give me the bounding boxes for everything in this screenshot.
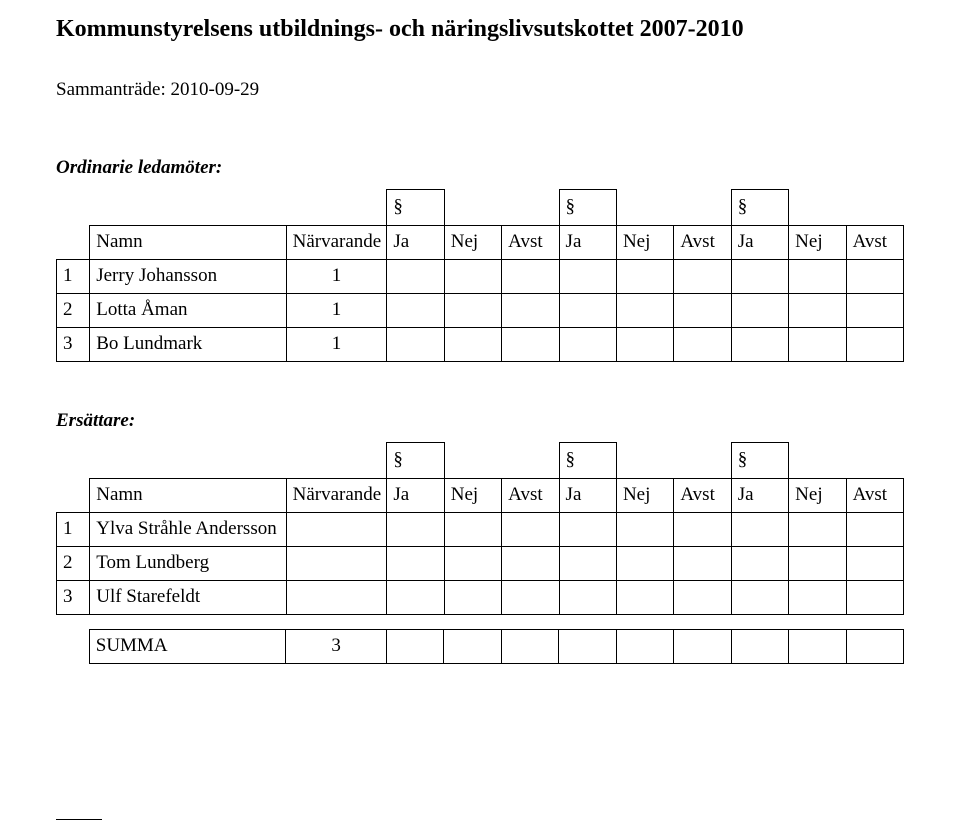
col-nej: Nej bbox=[789, 226, 846, 260]
col-nej: Nej bbox=[444, 226, 501, 260]
col-nej: Nej bbox=[444, 479, 501, 513]
substitutes-table: § § § Namn Närvarande Ja Nej Avst Ja Nej… bbox=[56, 442, 904, 615]
summary-table: SUMMA 3 bbox=[56, 629, 904, 664]
col-ja: Ja bbox=[387, 479, 444, 513]
row-present bbox=[286, 547, 387, 581]
col-nej: Nej bbox=[616, 226, 673, 260]
row-num: 2 bbox=[57, 547, 90, 581]
col-name: Namn bbox=[90, 226, 286, 260]
table-row: 1 Ylva Stråhle Andersson bbox=[57, 513, 904, 547]
page-title: Kommunstyrelsens utbildnings- och näring… bbox=[56, 16, 904, 43]
section-mark: § bbox=[559, 190, 616, 226]
meeting-date: 2010-09-29 bbox=[171, 79, 260, 100]
meeting-line: Sammanträde: 2010-09-29 bbox=[56, 79, 904, 101]
meeting-label: Sammanträde: bbox=[56, 79, 166, 100]
ordinary-table: § § § Namn Närvarande Ja Nej Avst Ja Nej… bbox=[56, 189, 904, 362]
row-name: Ulf Starefeldt bbox=[90, 581, 286, 615]
col-avst: Avst bbox=[846, 479, 903, 513]
row-present: 1 bbox=[286, 294, 387, 328]
summary-value: 3 bbox=[286, 630, 387, 664]
col-ja: Ja bbox=[559, 479, 616, 513]
section-mark: § bbox=[387, 190, 444, 226]
row-name: Tom Lundberg bbox=[90, 547, 286, 581]
substitutes-heading: Ersättare: bbox=[56, 410, 904, 432]
col-present: Närvarande bbox=[286, 479, 387, 513]
col-ja: Ja bbox=[559, 226, 616, 260]
row-num: 1 bbox=[57, 260, 90, 294]
ordinary-heading: Ordinarie ledamöter: bbox=[56, 157, 904, 179]
footer-rule bbox=[56, 819, 102, 820]
col-nej: Nej bbox=[616, 479, 673, 513]
row-name: Jerry Johansson bbox=[90, 260, 286, 294]
section-mark: § bbox=[559, 443, 616, 479]
row-num: 1 bbox=[57, 513, 90, 547]
row-name: Bo Lundmark bbox=[90, 328, 286, 362]
row-name: Lotta Åman bbox=[90, 294, 286, 328]
table-row: 3 Ulf Starefeldt bbox=[57, 581, 904, 615]
section-mark: § bbox=[731, 443, 788, 479]
row-present: 1 bbox=[286, 328, 387, 362]
row-present bbox=[286, 581, 387, 615]
row-num: 2 bbox=[57, 294, 90, 328]
section-mark: § bbox=[387, 443, 444, 479]
table-row: 3 Bo Lundmark 1 bbox=[57, 328, 904, 362]
col-avst: Avst bbox=[502, 226, 559, 260]
table-row: 1 Jerry Johansson 1 bbox=[57, 260, 904, 294]
col-avst: Avst bbox=[674, 479, 731, 513]
section-mark: § bbox=[731, 190, 788, 226]
col-nej: Nej bbox=[789, 479, 846, 513]
col-avst: Avst bbox=[846, 226, 903, 260]
col-ja: Ja bbox=[731, 479, 788, 513]
col-avst: Avst bbox=[502, 479, 559, 513]
row-name: Ylva Stråhle Andersson bbox=[90, 513, 286, 547]
table-row: 2 Tom Lundberg bbox=[57, 547, 904, 581]
col-ja: Ja bbox=[387, 226, 444, 260]
col-present: Närvarande bbox=[286, 226, 387, 260]
col-name: Namn bbox=[90, 479, 286, 513]
table-row: 2 Lotta Åman 1 bbox=[57, 294, 904, 328]
row-present: 1 bbox=[286, 260, 387, 294]
col-ja: Ja bbox=[731, 226, 788, 260]
summary-row: SUMMA 3 bbox=[56, 630, 904, 664]
row-present bbox=[286, 513, 387, 547]
summary-label: SUMMA bbox=[89, 630, 286, 664]
row-num: 3 bbox=[57, 328, 90, 362]
row-num: 3 bbox=[57, 581, 90, 615]
col-avst: Avst bbox=[674, 226, 731, 260]
